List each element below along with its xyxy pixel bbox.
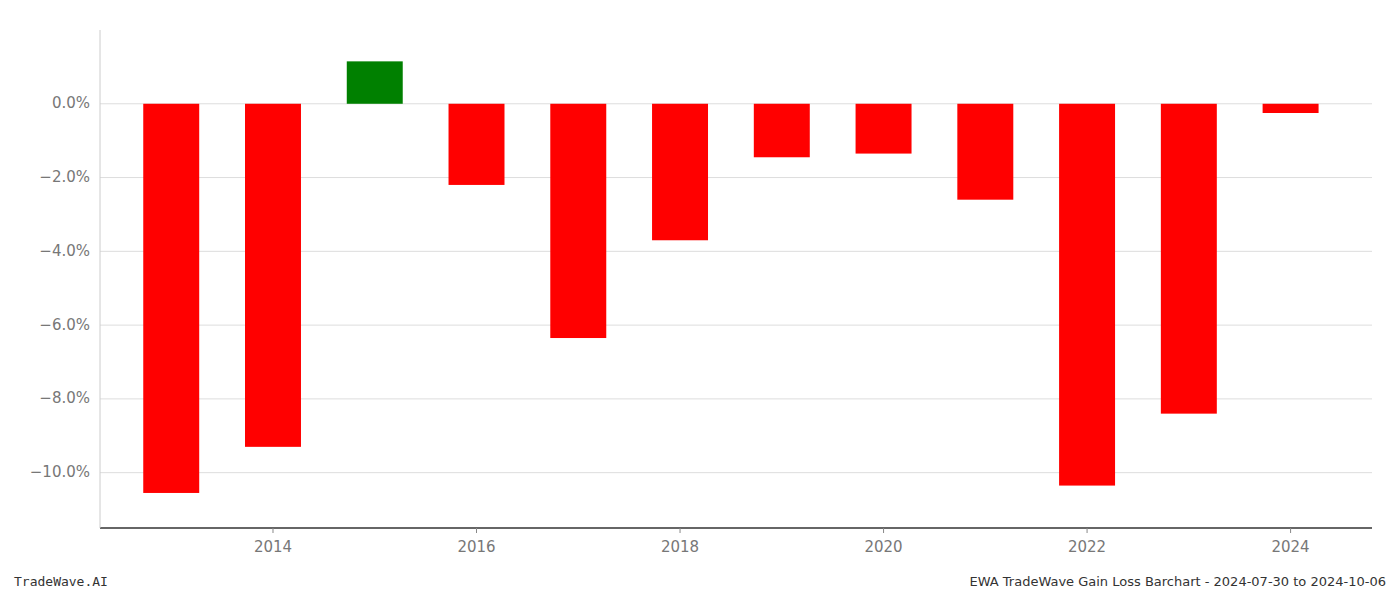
x-axis-line <box>100 527 1372 529</box>
bar <box>1263 104 1319 113</box>
footer-left: TradeWave.AI <box>14 574 108 589</box>
bar <box>652 104 708 240</box>
bar <box>856 104 912 154</box>
y-grid <box>100 104 1372 473</box>
bar <box>1161 104 1217 414</box>
x-tick-label: 2018 <box>661 538 699 556</box>
x-tick-label: 2014 <box>254 538 292 556</box>
y-tick-label: −2.0% <box>39 168 90 186</box>
x-tick <box>1290 528 1291 533</box>
x-tick-label: 2024 <box>1271 538 1309 556</box>
grid-line <box>100 472 1372 473</box>
bars <box>143 61 1318 493</box>
x-tick <box>1087 528 1088 533</box>
y-tick-label: 0.0% <box>52 94 90 112</box>
bar <box>245 104 301 447</box>
x-tick <box>883 528 884 533</box>
bar <box>550 104 606 338</box>
footer-right: EWA TradeWave Gain Loss Barchart - 2024-… <box>969 574 1386 589</box>
bar <box>957 104 1013 200</box>
y-tick-label: −10.0% <box>30 463 90 481</box>
y-axis-line <box>100 30 101 528</box>
x-tick-label: 2022 <box>1068 538 1106 556</box>
bar <box>754 104 810 157</box>
y-tick-label: −6.0% <box>39 316 90 334</box>
bar <box>143 104 199 493</box>
x-tick <box>680 528 681 533</box>
chart: 0.0% −2.0% −4.0% −6.0% −8.0% −10.0% 2014 2016 20… <box>0 0 1400 600</box>
x-tick <box>272 528 273 533</box>
x-tick-label: 2020 <box>864 538 902 556</box>
bar <box>449 104 505 185</box>
y-tick-label: −4.0% <box>39 242 90 260</box>
bar <box>347 61 403 103</box>
y-tick-label: −8.0% <box>39 389 90 407</box>
x-tick-label: 2016 <box>457 538 495 556</box>
bar <box>1059 104 1115 486</box>
x-tick <box>476 528 477 533</box>
